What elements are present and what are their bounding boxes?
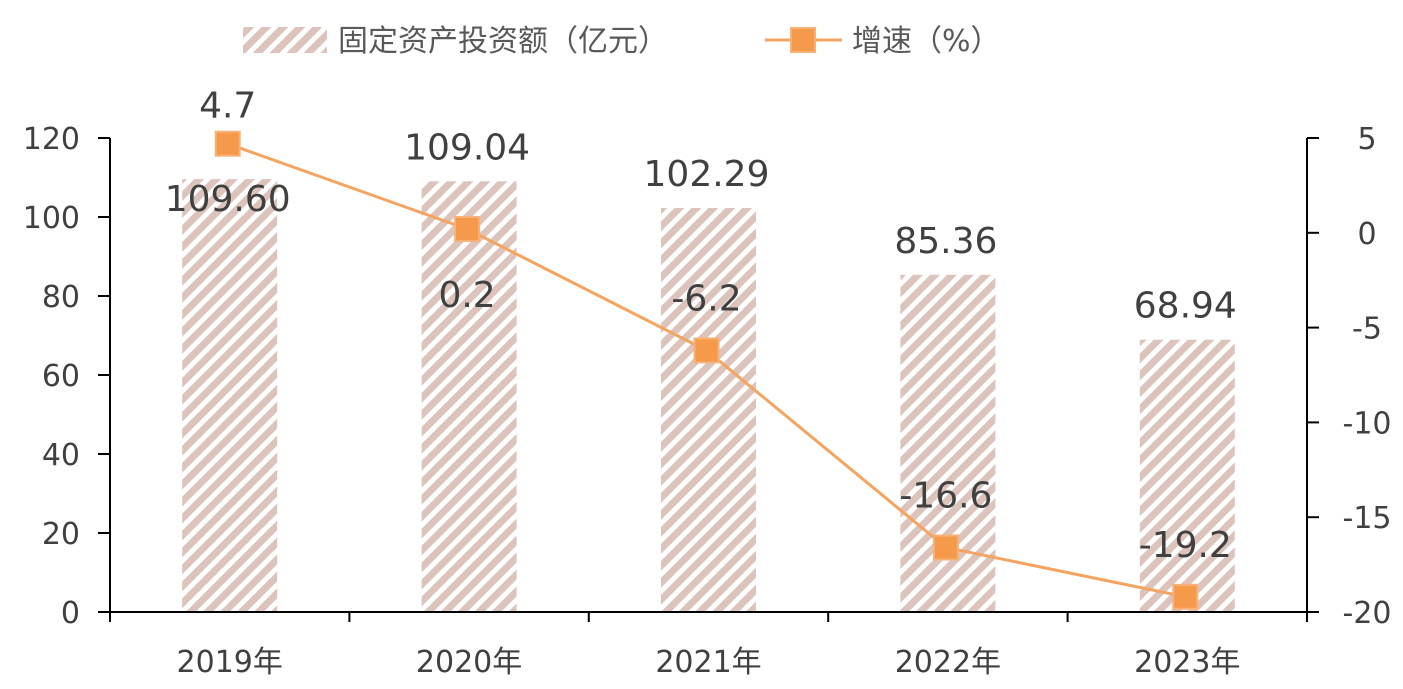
legend-label-bar: 固定资产投资额（亿元） xyxy=(338,24,668,59)
growth-value-label: -19.2 xyxy=(1139,525,1232,566)
bar-value-label: 109.60 xyxy=(165,179,291,220)
bar-value-label: 85.36 xyxy=(894,221,997,262)
bar xyxy=(182,179,278,612)
x-tick-label: 2023年 xyxy=(1134,645,1240,680)
bar-series xyxy=(182,179,1235,613)
left-tick-label: 80 xyxy=(42,280,80,315)
legend-swatch-marker xyxy=(790,27,816,53)
x-tick-label: 2021年 xyxy=(655,645,761,680)
axes: 0 20 40 60 80 100 120 5 0 -5 -10 -15 -20 2019年 2020年 20… xyxy=(23,122,1392,680)
right-tick-label: -10 xyxy=(1343,406,1392,441)
bar-value-label: 109.04 xyxy=(404,127,530,168)
right-tick-label: 5 xyxy=(1357,122,1376,157)
bar-value-label: 68.94 xyxy=(1134,286,1237,327)
right-tick-label: -15 xyxy=(1343,501,1392,536)
x-tick-label: 2022年 xyxy=(895,645,1001,680)
left-tick-label: 60 xyxy=(42,359,80,394)
line-point xyxy=(1172,583,1199,610)
bar-value-label: 102.29 xyxy=(644,154,770,195)
line-point xyxy=(454,216,481,242)
right-tick-label: -5 xyxy=(1352,312,1382,347)
left-tick-label: 120 xyxy=(23,122,80,157)
line-point xyxy=(693,337,720,364)
bar xyxy=(1139,339,1235,612)
data-labels: 109.60 109.04 102.29 85.36 68.94 4.7 0.2 -6.2 -1… xyxy=(165,86,1237,566)
bar xyxy=(421,181,517,613)
bar xyxy=(900,274,996,612)
left-tick-label: 100 xyxy=(23,201,80,236)
x-tick-label: 2020年 xyxy=(416,645,522,680)
right-tick-label: -20 xyxy=(1343,596,1392,631)
growth-value-label: -16.6 xyxy=(899,476,992,517)
right-tick-label: 0 xyxy=(1357,217,1376,252)
left-tick-label: 0 xyxy=(61,596,80,631)
line-point xyxy=(932,534,959,561)
legend: 固定资产投资额（亿元） 增速（%） xyxy=(243,24,1001,59)
line-series xyxy=(214,130,1199,610)
left-tick-label: 40 xyxy=(42,438,80,473)
growth-value-label: -6.2 xyxy=(671,278,741,319)
legend-label-line: 增速（%） xyxy=(852,24,1001,59)
legend-swatch-bar xyxy=(243,27,327,53)
left-tick-label: 20 xyxy=(42,517,80,552)
x-tick-label: 2019年 xyxy=(177,645,283,680)
bar xyxy=(661,208,756,612)
growth-value-label: 0.2 xyxy=(438,275,495,316)
line-point xyxy=(214,130,241,157)
growth-value-label: 4.7 xyxy=(199,86,256,127)
